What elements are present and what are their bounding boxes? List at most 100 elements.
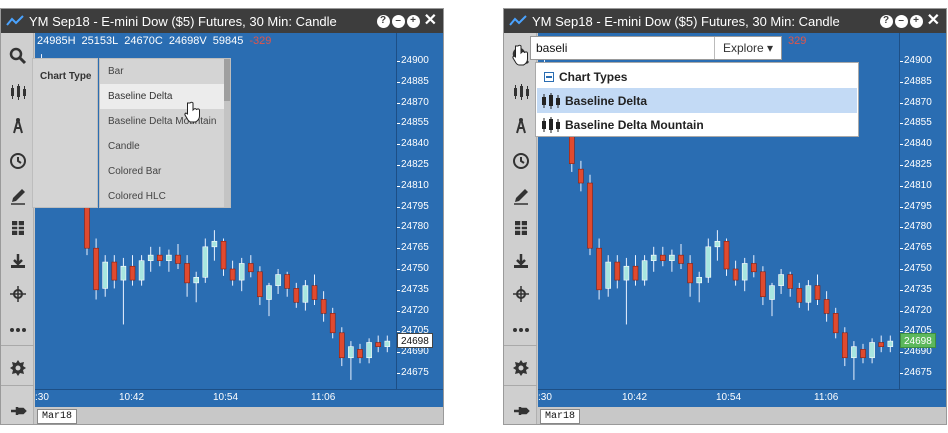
y-tick	[397, 123, 400, 125]
y-axis[interactable]: 24900 24885 24870 24855 24840 24825 24810 24795…	[899, 33, 946, 389]
help-icon[interactable]: ?	[376, 14, 390, 28]
search-box[interactable]: Explore ▾	[530, 36, 782, 60]
maximize-icon[interactable]: +	[406, 14, 420, 28]
search-input[interactable]	[536, 40, 706, 56]
candle	[329, 307, 336, 339]
candle	[687, 255, 693, 297]
y-axis-label: 24795	[904, 200, 932, 212]
menu-item-baseline-delta-mountain[interactable]: Baseline Delta Mountain	[108, 116, 217, 127]
chart-type-menu[interactable]: Chart Type	[32, 58, 98, 208]
pin-button[interactable]	[508, 398, 534, 424]
candle	[860, 343, 866, 364]
title-bar[interactable]: YM Sep18 - E-mini Dow ($5) Futures, 30 M…	[1, 9, 443, 33]
y-tick	[397, 352, 400, 354]
clock-button[interactable]	[508, 148, 534, 174]
y-tick	[900, 61, 903, 62]
chart-type-icon	[11, 84, 26, 100]
candle-icon	[542, 92, 560, 109]
toolbar-separator	[1, 345, 34, 346]
drawing-tools-button[interactable]	[508, 113, 534, 139]
crosshair-button[interactable]	[508, 281, 534, 307]
candle	[129, 255, 136, 286]
candle	[632, 255, 639, 286]
y-axis-label: 24675	[401, 367, 429, 378]
more-icon	[513, 328, 529, 332]
settings-button[interactable]	[5, 355, 31, 381]
drawing-tools-button[interactable]	[5, 113, 31, 139]
chart-type-button[interactable]	[5, 79, 31, 105]
title-bar[interactable]: YM Sep18 - E-mini Dow ($5) Futures, 30 M…	[504, 9, 946, 33]
y-tick	[900, 102, 903, 104]
close-icon[interactable]: ✕	[926, 12, 940, 29]
y-axis-label: 24750	[904, 263, 932, 274]
date-box: Mar18	[540, 409, 581, 424]
y-axis-label: 24870	[401, 96, 429, 108]
menu-item-baseline-delta[interactable]: Baseline Delta	[100, 84, 224, 109]
x-axis[interactable]: :30 10:42 10:54 11:06	[35, 389, 443, 407]
result-baseline-delta-mountain[interactable]: Baseline Delta Mountain	[537, 112, 857, 137]
candle	[184, 255, 190, 297]
candle	[211, 230, 218, 261]
close-icon[interactable]: ✕	[423, 12, 437, 29]
clock-button[interactable]	[5, 148, 31, 174]
settings-button[interactable]	[508, 355, 534, 381]
settings-icon	[513, 360, 529, 376]
scroll-thumb[interactable]	[224, 59, 230, 101]
y-tick	[900, 248, 903, 250]
x-axis-label: 10:42	[622, 392, 648, 403]
ohlc-last: 59845	[212, 35, 244, 47]
minimize-icon[interactable]: –	[894, 14, 908, 28]
candle	[157, 246, 163, 267]
x-axis[interactable]: :30 10:42 10:54 11:06	[538, 389, 946, 407]
candle	[111, 255, 118, 289]
more-button[interactable]	[5, 317, 31, 343]
y-axis-label: 24720	[904, 304, 932, 316]
result-baseline-delta[interactable]: Baseline Delta	[537, 88, 857, 113]
chart-type-header: Chart Type	[40, 71, 92, 82]
ohlc-volume: 24698V	[168, 35, 207, 47]
y-tick	[397, 185, 400, 187]
menu-item-bar[interactable]: Bar	[108, 66, 124, 77]
y-tick	[900, 185, 903, 187]
pencil-button[interactable]	[5, 183, 31, 209]
candle	[375, 335, 382, 353]
y-axis-label: 24735	[401, 283, 429, 295]
search-button[interactable]	[5, 43, 31, 69]
pencil-button[interactable]	[508, 183, 534, 209]
chart-type-button[interactable]	[508, 79, 534, 105]
minimize-icon[interactable]: –	[391, 14, 405, 28]
download-icon	[11, 254, 25, 268]
pin-button[interactable]	[5, 398, 31, 424]
last-price-tag: 24698	[900, 333, 936, 349]
candle	[275, 269, 281, 294]
toolbar-separator	[1, 385, 34, 386]
candlestick-plot	[541, 54, 894, 380]
menu-item-candle[interactable]: Candle	[108, 141, 140, 152]
download-button[interactable]	[508, 248, 534, 274]
more-button[interactable]	[508, 317, 534, 343]
grid-button[interactable]	[508, 215, 534, 241]
search-results[interactable]: Chart Types Baseline Delta Baseline Delt…	[535, 62, 859, 137]
y-axis[interactable]: 24900 24885 24870 24855 24840 24825 24810 24795…	[396, 33, 443, 389]
y-tick	[397, 144, 400, 146]
y-tick	[900, 144, 903, 146]
candle	[357, 343, 363, 364]
explore-dropdown[interactable]: Explore ▾	[714, 37, 781, 59]
menu-scrollbar[interactable]	[224, 59, 230, 207]
y-axis-label: 24690	[401, 346, 429, 358]
menu-item-colored-bar[interactable]: Colored Bar	[108, 166, 162, 177]
crosshair-button[interactable]	[5, 281, 31, 307]
menu-item-colored-hlc[interactable]: Colored HLC	[108, 191, 166, 202]
candle	[778, 269, 784, 294]
maximize-icon[interactable]: +	[909, 14, 923, 28]
grid-button[interactable]	[5, 215, 31, 241]
ohlc-high: 24985H	[37, 35, 76, 47]
help-icon[interactable]: ?	[879, 14, 893, 28]
y-tick	[900, 289, 903, 291]
collapse-icon[interactable]	[544, 72, 554, 82]
chart-type-submenu[interactable]: Bar Baseline Delta Baseline Delta Mounta…	[99, 58, 231, 208]
results-group-header[interactable]: Chart Types	[544, 70, 627, 84]
chart-logo-icon	[6, 15, 24, 26]
candle	[202, 238, 209, 283]
download-button[interactable]	[5, 248, 31, 274]
